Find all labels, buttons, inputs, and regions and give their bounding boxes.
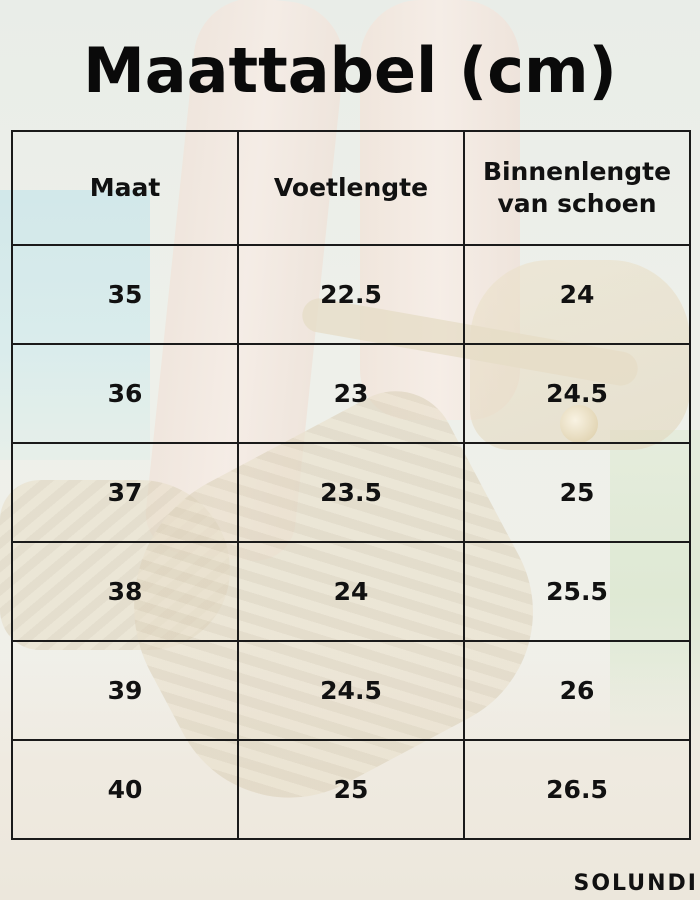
- size-table: Maat Voetlengte Binnenlengte van schoen …: [11, 130, 691, 840]
- brand-logo: SOLUNDI: [573, 871, 698, 896]
- table-row: 35 22.5 24: [11, 244, 691, 345]
- header-binnenlengte: Binnenlengte van schoen: [463, 130, 691, 246]
- header-label: Maat: [89, 173, 161, 202]
- cell-maat: 40: [11, 739, 239, 840]
- table-header-row: Maat Voetlengte Binnenlengte van schoen: [11, 130, 691, 246]
- table-row: 38 24 25.5: [11, 541, 691, 642]
- table-row: 40 25 26.5: [11, 739, 691, 840]
- cell-binnenlengte: 26.5: [463, 739, 691, 840]
- header-maat: Maat: [11, 130, 239, 246]
- table-row: 39 24.5 26: [11, 640, 691, 741]
- cell-voetlengte: 24: [237, 541, 465, 642]
- cell-voetlengte: 24.5: [237, 640, 465, 741]
- cell-voetlengte: 23.5: [237, 442, 465, 543]
- cell-maat: 35: [11, 244, 239, 345]
- header-label: Binnenlengte van schoen: [482, 157, 672, 218]
- table-row: 36 23 24.5: [11, 343, 691, 444]
- cell-binnenlengte: 24.5: [463, 343, 691, 444]
- cell-voetlengte: 25: [237, 739, 465, 840]
- cell-binnenlengte: 26: [463, 640, 691, 741]
- cell-binnenlengte: 25: [463, 442, 691, 543]
- cell-maat: 37: [11, 442, 239, 543]
- cell-voetlengte: 22.5: [237, 244, 465, 345]
- cell-maat: 39: [11, 640, 239, 741]
- header-label: Voetlengte: [273, 173, 429, 202]
- table-row: 37 23.5 25: [11, 442, 691, 543]
- header-voetlengte: Voetlengte: [237, 130, 465, 246]
- cell-binnenlengte: 24: [463, 244, 691, 345]
- cell-voetlengte: 23: [237, 343, 465, 444]
- page-title: Maattabel (cm): [83, 34, 617, 107]
- cell-binnenlengte: 25.5: [463, 541, 691, 642]
- cell-maat: 36: [11, 343, 239, 444]
- cell-maat: 38: [11, 541, 239, 642]
